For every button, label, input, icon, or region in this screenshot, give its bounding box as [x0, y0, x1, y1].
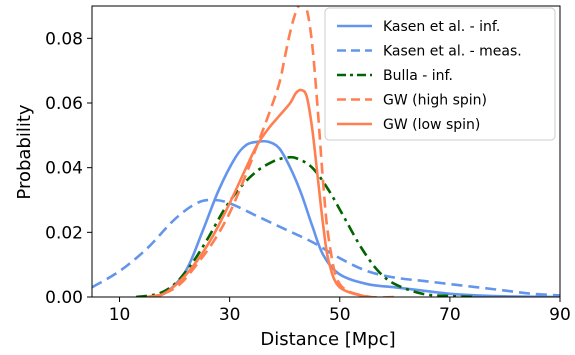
y-tick-label: 0.00 [45, 288, 83, 308]
plot-frame [91, 5, 561, 298]
series-line-1 [141, 139, 560, 297]
legend-label-3: Bulla - inf. [383, 68, 453, 84]
x-axis-label: Distance [Mpc] [260, 329, 395, 350]
x-tick-label: 50 [329, 305, 351, 325]
series-line-5 [146, 88, 368, 297]
series-line-3 [135, 155, 478, 297]
ticks: 10 30 50 70 90 0.00 0.02 0.04 0.06 0.08 [45, 29, 571, 325]
x-tick-label: 90 [549, 305, 571, 325]
y-tick-label: 0.08 [45, 29, 83, 49]
y-tick-label: 0.04 [45, 159, 83, 179]
legend-label-2: Kasen et al. - meas. [383, 44, 522, 60]
x-tick-label: 30 [219, 305, 241, 325]
legend-label-5: GW (low spin) [383, 117, 480, 133]
plot-lines [92, 6, 560, 297]
series-line-2 [92, 198, 560, 297]
legend-label-1: Kasen et al. - inf. [383, 19, 500, 35]
y-tick-label: 0.06 [45, 94, 83, 114]
legend: Kasen et al. - inf. Kasen et al. - meas. B… [324, 7, 556, 141]
y-tick-label: 0.02 [45, 223, 83, 243]
legend-label-4: GW (high spin) [383, 93, 487, 109]
axes [91, 5, 561, 298]
x-tick-label: 10 [109, 305, 131, 325]
y-axis-label: Probability [14, 104, 35, 199]
x-tick-label: 70 [439, 305, 461, 325]
legend-box [324, 7, 556, 141]
series-line-4 [146, 6, 395, 297]
